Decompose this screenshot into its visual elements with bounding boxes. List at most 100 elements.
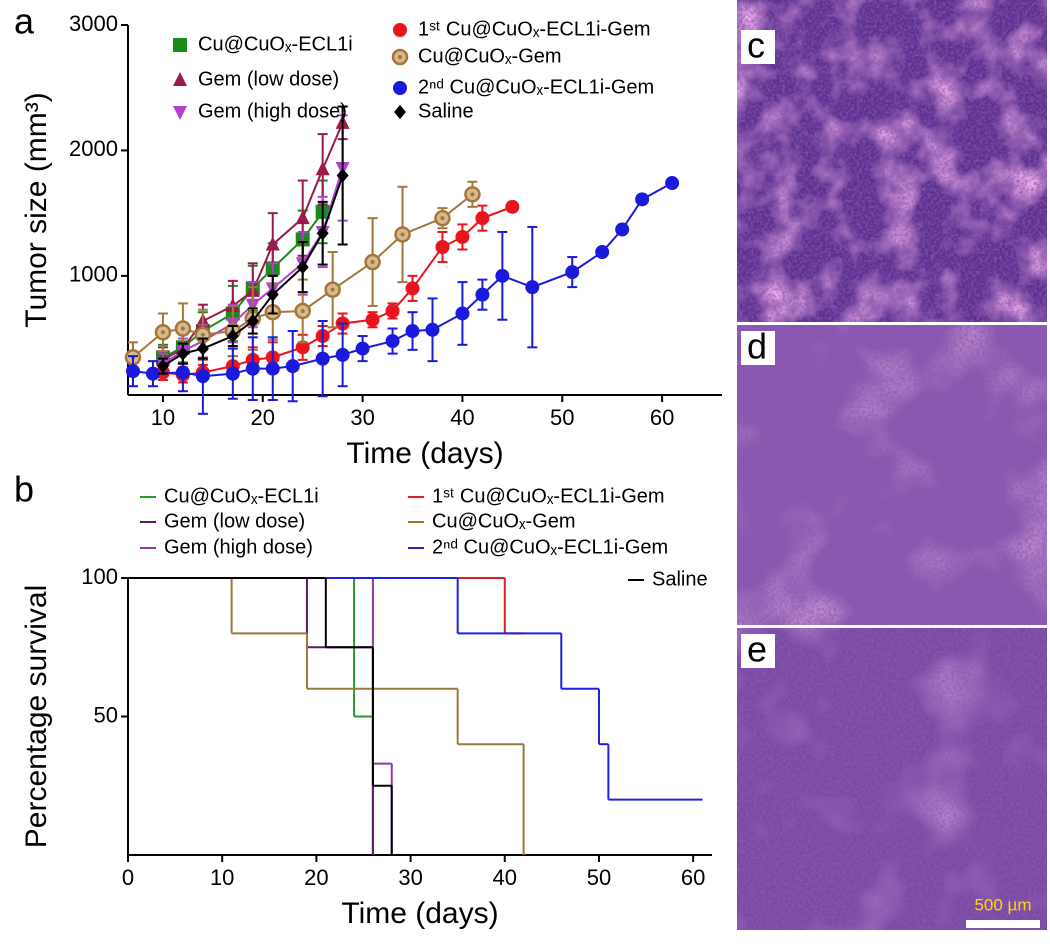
marker <box>315 351 330 366</box>
marker <box>525 280 540 295</box>
legend-label: Cu@CuOₓ-Gem <box>432 510 576 532</box>
marker <box>246 314 259 328</box>
marker <box>595 245 610 260</box>
marker <box>315 161 330 176</box>
y-tick-label: 100 <box>81 564 118 589</box>
panel-label: a <box>14 1 35 42</box>
x-tick-label: 30 <box>398 865 422 890</box>
data-line <box>162 205 513 376</box>
legend-marker <box>394 105 406 119</box>
x-tick-label: 20 <box>251 405 275 430</box>
y-tick-label: 2000 <box>69 136 118 161</box>
marker-dot <box>300 308 305 313</box>
marker-dot <box>330 287 335 292</box>
marker-dot <box>440 216 445 221</box>
label-box <box>741 331 775 365</box>
legend-label: Cu@CuOₓ-ECL1i <box>164 485 319 507</box>
marker <box>475 287 490 302</box>
marker <box>196 341 209 356</box>
marker <box>565 265 580 280</box>
x-tick-label: 0 <box>122 865 134 890</box>
legend-label: 2ⁿᵈ Cu@CuOₓ-ECL1i-Gem <box>418 76 654 98</box>
y-tick-label: 50 <box>94 702 118 727</box>
marker <box>225 366 240 381</box>
legend-label: Gem (high dose) <box>164 536 313 558</box>
series: 1ˢᵗ Cu@CuOₓ-ECL1i-Gem <box>128 485 665 635</box>
marker <box>505 199 520 214</box>
legend-label: 1ˢᵗ Cu@CuOₓ-ECL1i-Gem <box>418 18 651 40</box>
x-tick-label: 30 <box>350 405 374 430</box>
label-box <box>741 30 775 64</box>
marker <box>475 211 490 226</box>
marker <box>296 260 309 275</box>
legend-marker <box>393 23 407 37</box>
legend-marker <box>393 81 407 95</box>
marker-dot <box>200 332 205 337</box>
marker <box>455 229 470 244</box>
x-tick-label: 60 <box>650 405 674 430</box>
legend-label: 1ˢᵗ Cu@CuOₓ-ECL1i-Gem <box>432 485 665 507</box>
x-tick-label: 10 <box>210 865 234 890</box>
legend-label: Cu@CuOₓ-Gem <box>418 45 562 67</box>
series: Gem (low dose) <box>128 510 374 855</box>
marker <box>125 364 140 379</box>
legend-marker <box>173 106 187 120</box>
x-tick-label: 50 <box>587 865 611 890</box>
series: Gem (high dose) <box>128 536 393 855</box>
y-axis-label: Percentage survival <box>20 585 53 848</box>
marker <box>495 268 510 283</box>
series: 2ⁿᵈ Cu@CuOₓ-ECL1i-Gem <box>128 536 703 801</box>
histology-d <box>737 325 1047 625</box>
legend-marker <box>173 38 187 52</box>
panel-label: b <box>14 469 34 510</box>
marker-dot <box>370 260 375 265</box>
marker <box>425 322 440 337</box>
x-tick-label: 60 <box>681 865 705 890</box>
marker <box>295 340 310 355</box>
marker <box>615 222 630 237</box>
marker-dot <box>398 55 402 59</box>
series: Saline <box>128 568 708 855</box>
panel-label: c <box>747 25 765 66</box>
scale-bar-label: 500 µm <box>974 895 1031 914</box>
legend-marker <box>173 72 187 86</box>
legend-label: Gem (high dose) <box>198 100 347 122</box>
scale-bar <box>966 920 1040 928</box>
marker <box>385 334 400 349</box>
marker <box>405 324 420 339</box>
legend-label: 2ⁿᵈ Cu@CuOₓ-ECL1i-Gem <box>432 536 668 558</box>
panel-label: d <box>747 326 767 367</box>
marker <box>265 236 280 251</box>
marker <box>265 361 280 376</box>
legend-label: Cu@CuOₓ-ECL1i <box>198 33 353 55</box>
marker <box>336 168 349 183</box>
marker <box>405 281 420 296</box>
y-tick-label: 1000 <box>69 262 118 287</box>
marker <box>195 369 210 384</box>
series: 2ⁿᵈ Cu@CuOₓ-ECL1i-Gem <box>125 76 680 415</box>
marker <box>285 359 300 374</box>
marker <box>665 176 680 191</box>
legend-label: Gem (low dose) <box>164 510 305 532</box>
marker <box>245 361 260 376</box>
marker <box>335 347 350 362</box>
histology-c <box>737 0 1047 322</box>
y-axis-label: Tumor size (mm³) <box>20 92 53 328</box>
marker-dot <box>400 232 405 237</box>
x-tick-label: 10 <box>151 405 175 430</box>
marker <box>295 210 310 225</box>
marker <box>266 287 279 302</box>
y-tick-label: 3000 <box>69 11 118 36</box>
marker <box>385 303 400 318</box>
x-tick-label: 50 <box>550 405 574 430</box>
marker <box>455 306 470 321</box>
marker-dot <box>180 326 185 331</box>
x-axis-label: Time (days) <box>341 897 498 930</box>
marker <box>175 365 190 380</box>
legend-label: Saline <box>652 568 708 590</box>
marker <box>435 240 450 254</box>
panel-label: e <box>747 629 767 670</box>
marker-dot <box>160 330 165 335</box>
legend-label: Gem (low dose) <box>198 68 339 90</box>
